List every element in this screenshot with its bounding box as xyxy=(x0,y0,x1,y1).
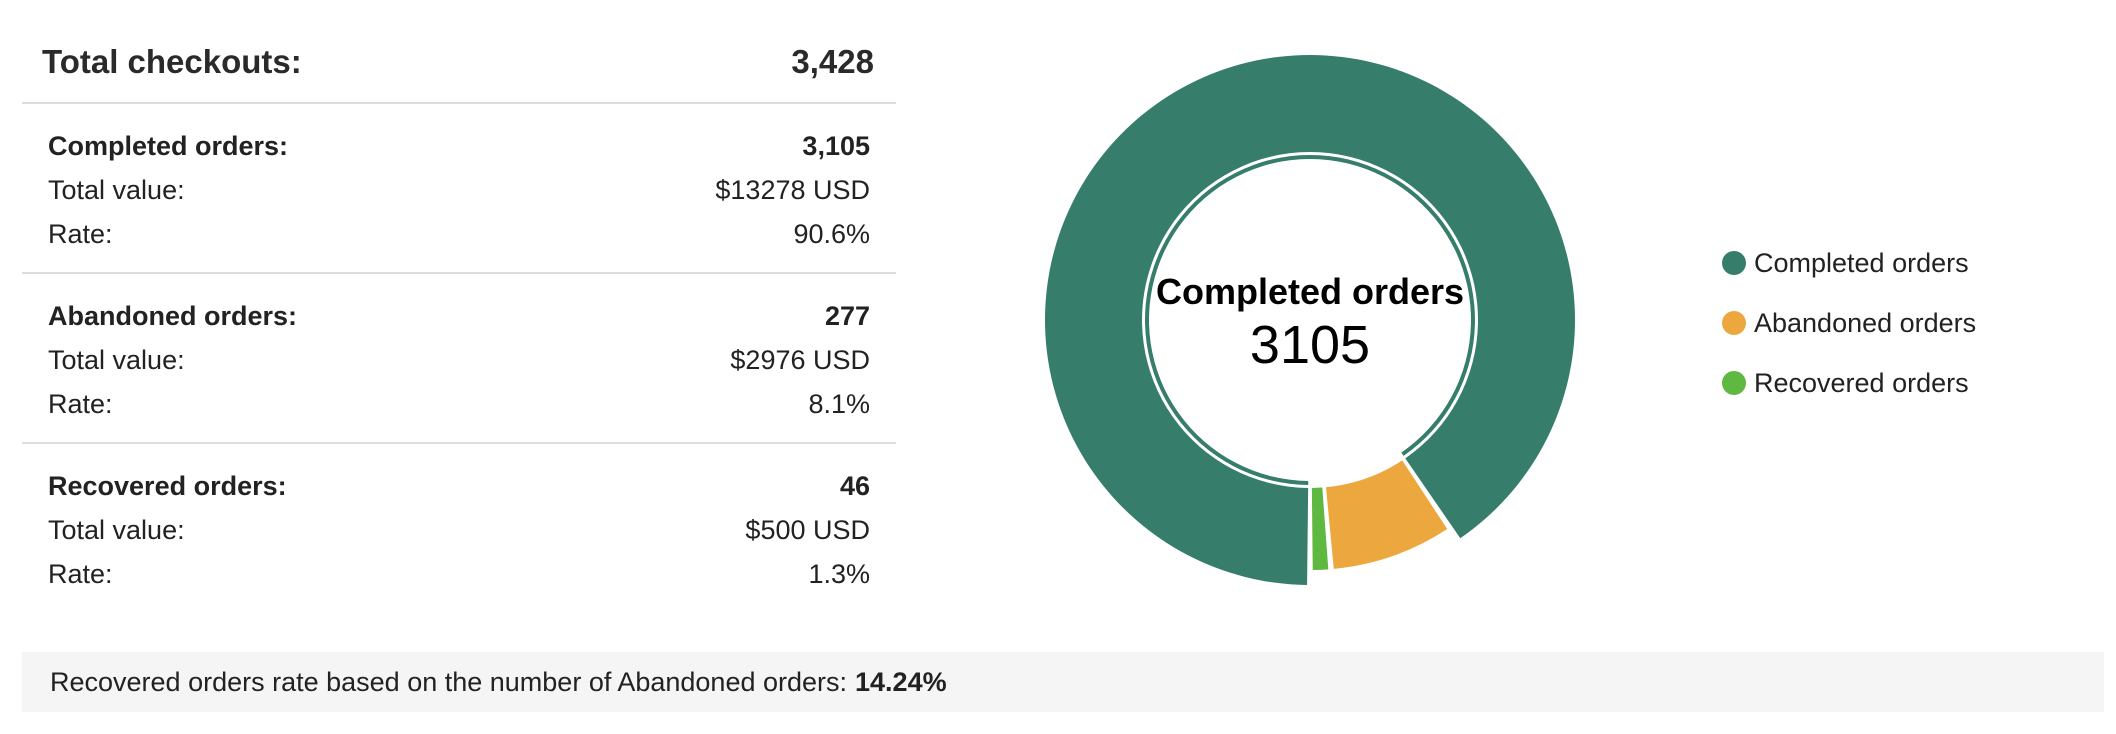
completed-orders-header: Completed orders: 3,105 xyxy=(48,124,870,168)
legend-label: Recovered orders xyxy=(1754,367,1969,398)
completed-total-value-row: Total value: $13278 USD xyxy=(48,168,870,212)
abandoned-orders-group: Abandoned orders: 277 Total value: $2976… xyxy=(22,274,896,444)
recovered-rate-label: Rate: xyxy=(48,558,113,589)
completed-rate-label: Rate: xyxy=(48,218,113,249)
recovered-rate: 1.3% xyxy=(808,558,870,589)
recovery-rate-text: Recovered orders rate based on the numbe… xyxy=(50,666,848,697)
recovered-total-value-label: Total value: xyxy=(48,514,185,545)
total-checkouts-value: 3,428 xyxy=(791,43,874,80)
donut-slice-recovered-orders[interactable] xyxy=(1311,487,1329,570)
abandoned-rate: 8.1% xyxy=(808,388,870,419)
legend-dot-icon xyxy=(1722,251,1746,275)
donut-center-value: 3105 xyxy=(1250,315,1370,375)
recovery-rate-value: 14.24% xyxy=(855,666,947,697)
total-checkouts-label: Total checkouts: xyxy=(42,43,302,80)
abandoned-total-value-row: Total value: $2976 USD xyxy=(48,338,870,382)
legend-dot-icon xyxy=(1722,371,1746,395)
recovered-orders-group: Recovered orders: 46 Total value: $500 U… xyxy=(22,444,896,614)
legend-label: Completed orders xyxy=(1754,247,1969,278)
abandoned-orders-count: 277 xyxy=(824,300,870,331)
completed-orders-count: 3,105 xyxy=(802,130,870,161)
legend-item-abandoned-orders[interactable]: Abandoned orders xyxy=(1722,293,1976,353)
recovered-total-value-row: Total value: $500 USD xyxy=(48,508,870,552)
chart-legend: Completed orders Abandoned orders Recovere… xyxy=(1722,233,1976,413)
abandoned-rate-label: Rate: xyxy=(48,388,113,419)
completed-rate-row: Rate: 90.6% xyxy=(48,212,870,256)
legend-item-recovered-orders[interactable]: Recovered orders xyxy=(1722,353,1976,413)
total-checkouts-row: Total checkouts: 3,428 xyxy=(22,22,896,104)
donut-slice-completed-orders[interactable] xyxy=(1045,55,1575,585)
abandoned-orders-label: Abandoned orders: xyxy=(48,300,298,331)
abandoned-total-value-label: Total value: xyxy=(48,344,185,375)
recovered-total-value: $500 USD xyxy=(745,514,870,545)
legend-dot-icon xyxy=(1722,311,1746,335)
donut-slice-abandoned-orders[interactable] xyxy=(1325,460,1448,569)
abandoned-orders-header: Abandoned orders: 277 xyxy=(48,294,870,338)
recovery-rate-footer: Recovered orders rate based on the numbe… xyxy=(22,652,2104,712)
donut-center-title: Completed orders xyxy=(1156,271,1464,312)
legend-label: Abandoned orders xyxy=(1754,307,1977,338)
abandoned-rate-row: Rate: 8.1% xyxy=(48,382,870,426)
legend-item-completed-orders[interactable]: Completed orders xyxy=(1722,233,1976,293)
recovered-rate-row: Rate: 1.3% xyxy=(48,552,870,596)
abandoned-total-value: $2976 USD xyxy=(730,344,870,375)
donut-svg: Completed orders 3105 xyxy=(1045,55,1575,585)
donut-slices xyxy=(1045,55,1575,585)
orders-donut-chart: Completed orders 3105 xyxy=(1040,50,1580,590)
recovered-orders-label: Recovered orders: xyxy=(48,470,287,501)
recovered-orders-header: Recovered orders: 46 xyxy=(48,464,870,508)
completed-total-value: $13278 USD xyxy=(715,174,870,205)
completed-rate: 90.6% xyxy=(793,218,870,249)
completed-orders-label: Completed orders: xyxy=(48,130,289,161)
completed-total-value-label: Total value: xyxy=(48,174,185,205)
checkout-stats-table: Total checkouts: 3,428 Completed orders:… xyxy=(22,22,896,614)
recovered-orders-count: 46 xyxy=(839,470,870,501)
completed-orders-group: Completed orders: 3,105 Total value: $13… xyxy=(22,104,896,274)
